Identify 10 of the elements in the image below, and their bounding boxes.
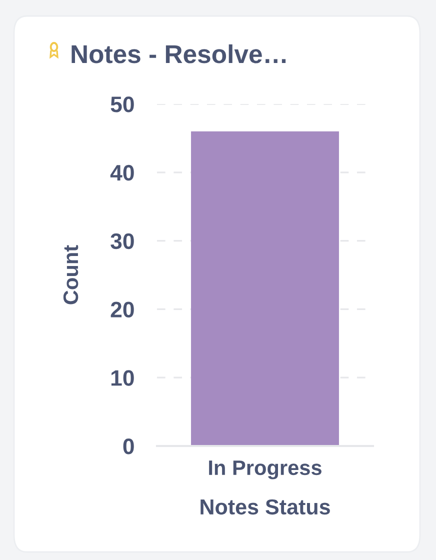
y-tick-label: 40: [110, 164, 134, 181]
y-tick-label: 0: [123, 438, 134, 454]
x-axis-title: Notes Status: [200, 499, 330, 515]
y-tick-label: 50: [110, 96, 134, 112]
y-tick-label: 20: [110, 302, 134, 318]
y-tick-label: 30: [110, 233, 134, 250]
y-axis-title: Count: [63, 245, 78, 304]
y-tick-label: 10: [111, 370, 134, 386]
chart-title: Notes - Resolve…: [72, 44, 286, 64]
x-tick-label: In Progress: [209, 460, 322, 480]
